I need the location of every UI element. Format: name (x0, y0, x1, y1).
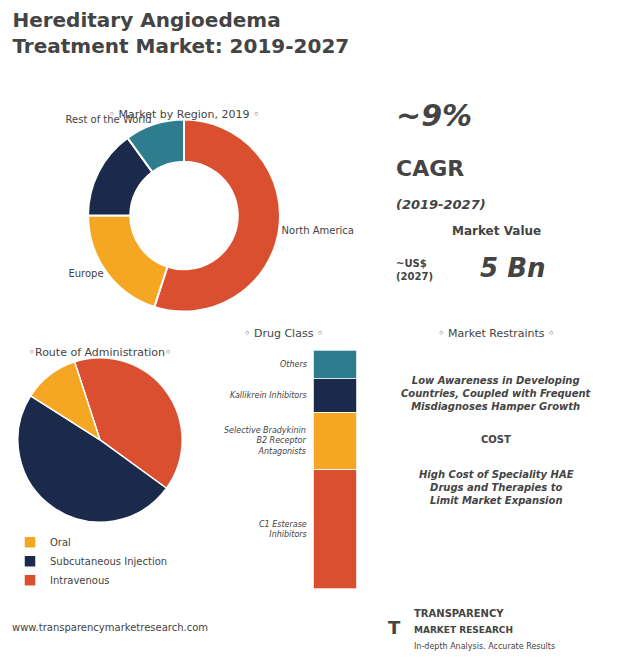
svg-text:Selective BradykininB2 Recepto: Selective BradykininB2 ReceptorAntagonis… (224, 426, 307, 456)
svg-text:www.transparencymarketresearch: www.transparencymarketresearch.com (12, 622, 208, 633)
svg-text:◦ Drug Class ◦: ◦ Drug Class ◦ (244, 327, 323, 340)
svg-text:C1 EsteraseInhibitors: C1 EsteraseInhibitors (259, 520, 307, 539)
svg-text:Intravenous: Intravenous (50, 575, 110, 586)
svg-text:CAGR: CAGR (396, 156, 464, 181)
svg-text:◦ Market Restraints ◦: ◦ Market Restraints ◦ (438, 327, 555, 340)
svg-text:Subcutaneous Injection: Subcutaneous Injection (50, 556, 167, 567)
svg-text:COST: COST (481, 434, 511, 445)
svg-text:Hereditary AngioedemaTreatment: Hereditary AngioedemaTreatment Market: 2… (12, 8, 349, 58)
svg-text:Others: Others (280, 360, 307, 369)
svg-text:High Cost of Speciality HAEDru: High Cost of Speciality HAEDrugs and The… (419, 469, 574, 506)
svg-text:◦ Market by Region, 2019 ◦: ◦ Market by Region, 2019 ◦ (109, 108, 260, 121)
svg-text:Market Value: Market Value (452, 224, 541, 238)
svg-text:(2019-2027): (2019-2027) (396, 197, 486, 212)
svg-text:5 Bn: 5 Bn (480, 253, 545, 283)
svg-text:T: T (388, 617, 401, 638)
svg-text:Kallikrein Inhibitors: Kallikrein Inhibitors (230, 391, 307, 400)
svg-text:Rest of the World: Rest of the World (66, 114, 152, 125)
svg-text:TRANSPARENCY: TRANSPARENCY (414, 608, 504, 619)
svg-text:North America: North America (282, 225, 354, 236)
svg-text:Europe: Europe (68, 268, 103, 279)
svg-text:◦Route of Administration◦: ◦Route of Administration◦ (29, 346, 172, 359)
svg-text:In-depth Analysis. Accurate Re: In-depth Analysis. Accurate Results (414, 642, 555, 651)
svg-text:~9%: ~9% (396, 98, 472, 133)
svg-text:MARKET RESEARCH: MARKET RESEARCH (414, 625, 513, 635)
svg-text:~US$(2027): ~US$(2027) (396, 258, 433, 282)
svg-text:Low Awareness in DevelopingCou: Low Awareness in DevelopingCountries, Co… (401, 375, 592, 412)
svg-text:Oral: Oral (50, 537, 71, 548)
